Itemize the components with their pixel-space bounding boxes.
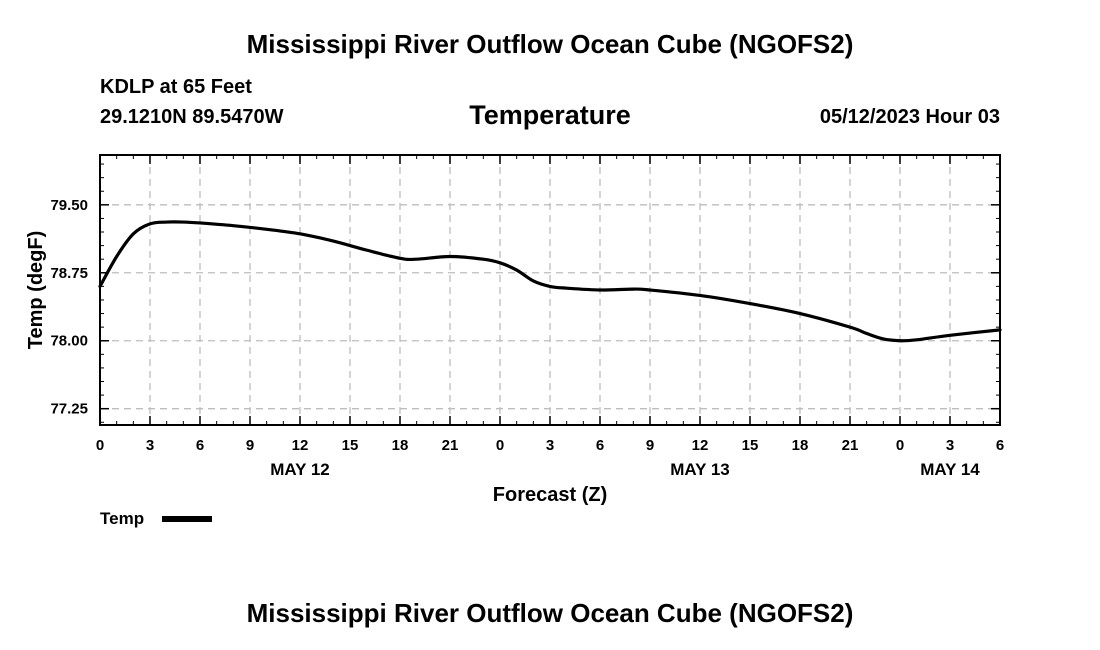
x-tick-label: 0 <box>896 437 904 454</box>
axis-ticks <box>99 155 1001 425</box>
x-tick-label: 18 <box>792 437 809 454</box>
tick-labels: 0 3 6 9 12 15 18 21 0 3 6 9 12 15 18 21 0 3 6 77.25 78.00 78.… <box>50 197 1004 479</box>
temp-series-line <box>98 220 1002 343</box>
x-axis-label: Forecast (Z) <box>493 484 607 506</box>
x-tick-label: 9 <box>246 437 254 454</box>
y-tick-label: 79.50 <box>50 197 88 214</box>
day-label: MAY 12 <box>270 460 330 479</box>
day-label: MAY 13 <box>670 460 730 479</box>
x-tick-label: 3 <box>946 437 954 454</box>
x-tick-label: 18 <box>392 437 409 454</box>
y-axis-label: Temp (degF) <box>25 231 47 350</box>
legend-label: Temp <box>100 509 145 528</box>
station-label: KDLP at 65 Feet <box>100 76 252 98</box>
x-tick-label: 6 <box>596 437 604 454</box>
x-tick-label: 12 <box>692 437 709 454</box>
footer-title: Mississippi River Outflow Ocean Cube (NG… <box>246 598 854 628</box>
y-tick-label: 78.00 <box>50 333 88 350</box>
y-tick-label: 78.75 <box>50 265 88 282</box>
x-tick-label: 15 <box>342 437 359 454</box>
x-tick-label: 0 <box>496 437 504 454</box>
x-tick-label: 15 <box>742 437 759 454</box>
plot-frame <box>99 154 1001 426</box>
x-tick-label: 3 <box>146 437 154 454</box>
x-tick-label: 9 <box>646 437 654 454</box>
y-tick-label: 77.25 <box>50 401 88 418</box>
station-coordinates: 29.1210N 89.5470W <box>100 106 284 128</box>
forecast-date: 05/12/2023 Hour 03 <box>819 106 1000 128</box>
x-tick-label: 6 <box>996 437 1004 454</box>
chart-main-title: Mississippi River Outflow Ocean Cube (NG… <box>246 29 854 59</box>
chart-subtitle: Temperature <box>469 100 631 130</box>
x-tick-label: 21 <box>442 437 459 454</box>
legend-swatch <box>162 516 212 522</box>
x-tick-label: 21 <box>842 437 859 454</box>
x-tick-label: 3 <box>546 437 554 454</box>
x-tick-label: 0 <box>96 437 104 454</box>
x-tick-label: 6 <box>196 437 204 454</box>
grid-lines <box>100 155 1000 425</box>
day-label: MAY 14 <box>920 460 980 479</box>
x-tick-label: 12 <box>292 437 309 454</box>
